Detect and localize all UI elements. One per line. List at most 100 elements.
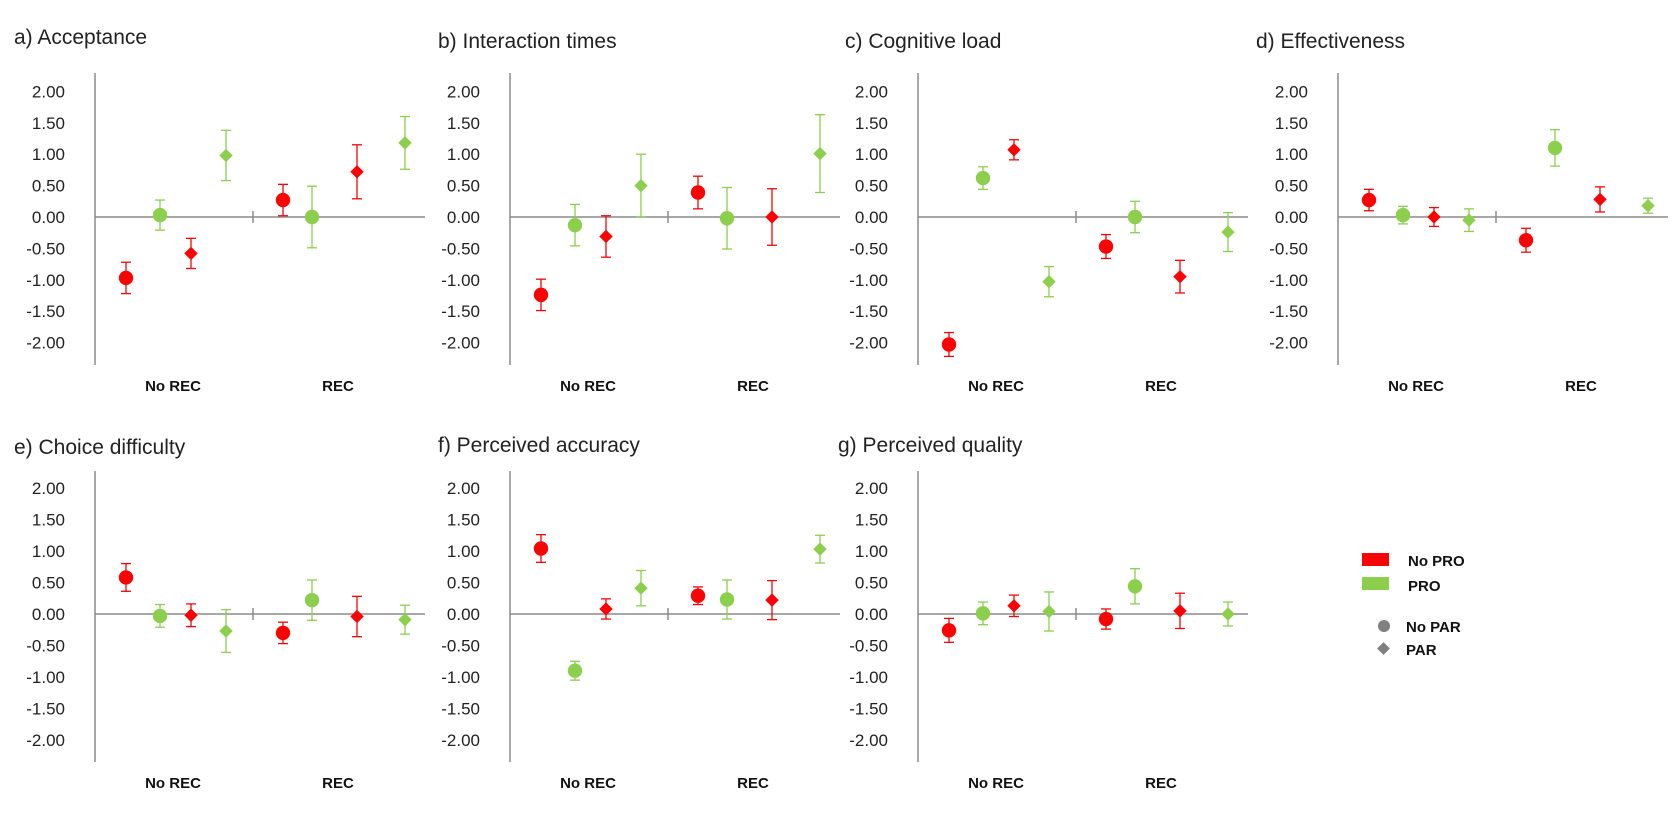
y-tick-label: -2.00 (849, 731, 888, 750)
data-point (941, 617, 957, 643)
marker-circle (1395, 207, 1411, 223)
data-point (567, 203, 583, 247)
y-tick-label: 1.50 (1275, 114, 1308, 133)
marker-circle (304, 592, 320, 608)
data-point (350, 595, 364, 638)
y-tick-label: 0.00 (32, 208, 65, 227)
y-tick-label: 0.50 (32, 177, 65, 196)
y-tick-label: 0.00 (855, 605, 888, 624)
chart-title: b) Interaction times (438, 30, 617, 53)
marker-circle (941, 337, 957, 352)
y-tick-label: 0.50 (447, 177, 480, 196)
marker-diamond (350, 609, 364, 624)
marker-diamond (1221, 607, 1235, 621)
legend-label-par: PAR (1406, 642, 1437, 659)
marker-diamond (599, 602, 613, 616)
marker-diamond (398, 136, 412, 150)
y-tick-label: 0.00 (32, 605, 65, 624)
marker-diamond (765, 210, 779, 224)
data-point (219, 608, 233, 654)
data-point (1427, 206, 1441, 228)
data-point (533, 533, 549, 563)
data-point (1042, 265, 1056, 298)
marker-diamond (1427, 210, 1441, 224)
marker-circle (1098, 239, 1114, 254)
y-tick-label: -1.00 (26, 271, 65, 290)
chart-panel: a) Acceptance 2.00 1.50 1.00 0.50 0.00 -0.50 -1… (14, 26, 425, 395)
data-point (975, 601, 991, 626)
marker-circle (975, 170, 991, 186)
data-point (1547, 129, 1563, 167)
y-tick-label: -1.50 (1269, 302, 1308, 321)
y-tick-label: -0.50 (26, 239, 65, 258)
y-tick-label: -1.00 (849, 271, 888, 290)
marker-circle (975, 606, 991, 621)
marker-circle (690, 185, 706, 200)
data-point (1098, 608, 1114, 630)
legend-swatch-pro (1362, 577, 1389, 590)
group-label-no-rec: No REC (145, 775, 201, 792)
y-tick-label: 0.00 (447, 208, 480, 227)
y-tick-label: -0.50 (849, 239, 888, 258)
legend-label-no-pro: No PRO (1408, 553, 1465, 570)
marker-circle (275, 625, 291, 641)
marker-circle (304, 209, 320, 225)
group-label-no-rec: No REC (968, 378, 1024, 395)
group-label-rec: REC (322, 775, 354, 792)
data-point (1221, 211, 1235, 253)
chart-panel: c) Cognitive load 2.00 1.50 1.00 0.50 0.00 -0.… (845, 30, 1248, 395)
marker-diamond (219, 148, 233, 163)
y-tick-label: -1.50 (441, 302, 480, 321)
y-tick-label: 0.50 (1275, 177, 1308, 196)
marker-diamond (1173, 269, 1187, 284)
chart-panel: e) Choice difficulty 2.00 1.50 1.00 0.50 0.00… (14, 436, 425, 792)
y-tick-label: 2.00 (447, 82, 480, 101)
data-point (1098, 233, 1114, 260)
group-label-rec: REC (1145, 775, 1177, 792)
data-point (567, 660, 583, 681)
marker-diamond (634, 178, 648, 193)
data-point (941, 331, 957, 358)
y-tick-label: -1.00 (441, 668, 480, 687)
data-point (1593, 186, 1607, 213)
data-point (1173, 259, 1187, 294)
y-tick-label: 0.00 (855, 208, 888, 227)
y-tick-label: 0.50 (32, 574, 65, 593)
data-point (184, 603, 198, 628)
y-tick-label: -1.00 (1269, 271, 1308, 290)
chart-panels: a) Acceptance 2.00 1.50 1.00 0.50 0.00 -0.50 -1… (14, 26, 1668, 792)
marker-diamond (219, 624, 233, 638)
y-tick-label: -0.50 (441, 239, 480, 258)
legend-marker-no-par (1378, 620, 1390, 632)
y-tick-label: 2.00 (855, 479, 888, 498)
y-tick-label: 2.00 (855, 82, 888, 101)
data-point (350, 144, 364, 200)
y-tick-label: 1.00 (447, 542, 480, 561)
y-tick-label: 0.50 (855, 177, 888, 196)
group-label-rec: REC (1145, 378, 1177, 395)
y-tick-label: 0.50 (447, 574, 480, 593)
data-point (152, 603, 168, 628)
y-tick-label: 1.00 (1275, 145, 1308, 164)
group-label-rec: REC (1565, 378, 1597, 395)
marker-circle (1127, 579, 1143, 594)
marker-diamond (1221, 225, 1235, 239)
marker-diamond (813, 146, 827, 161)
y-tick-label: -2.00 (26, 731, 65, 750)
marker-circle (533, 287, 549, 303)
y-tick-label: 1.50 (855, 511, 888, 530)
y-tick-label: -1.50 (849, 302, 888, 321)
data-point (1007, 139, 1021, 161)
data-point (1173, 592, 1187, 630)
chart-panel: g) Perceived quality 2.00 1.50 1.00 0.50 0.00… (838, 434, 1248, 792)
y-tick-label: 1.50 (32, 114, 65, 133)
y-tick-label: 1.00 (855, 542, 888, 561)
data-point (1518, 227, 1534, 253)
y-tick-label: -2.00 (441, 731, 480, 750)
chart-title: d) Effectiveness (1256, 30, 1405, 53)
y-tick-label: 1.50 (32, 511, 65, 530)
data-point (275, 621, 291, 645)
legend-swatch-no-pro (1362, 553, 1389, 566)
y-tick-label: -2.00 (441, 334, 480, 353)
data-point (1127, 567, 1143, 605)
